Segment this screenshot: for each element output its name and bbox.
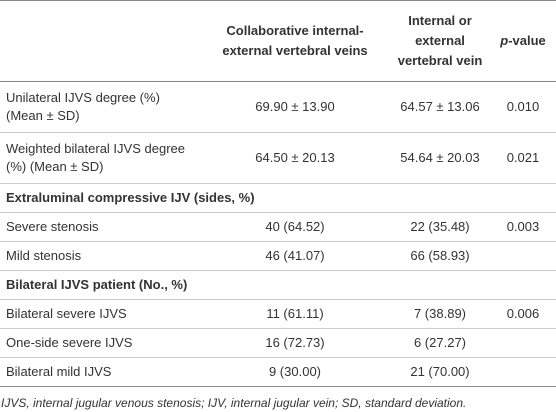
header-cell: Collaborative internal-external vertebra… [200,0,390,82]
header-cell: Internal or external vertebral vein [390,0,490,82]
table-cell: 9 (30.00) [268,364,322,379]
table-cell: 54.64 ± 20.03 [390,132,490,184]
table-cell: 6 (27.27) [390,328,490,358]
table-cell: 0.010 [490,81,556,133]
table-row: Weighted bilateral IJVS degree (%) (Mean… [0,132,556,184]
row-label: Bilateral severe IJVS [0,299,200,329]
table-cell: 0.006 [490,299,556,329]
table-cell: 16 (72.73) [200,328,390,358]
empty-cell [490,241,556,271]
table-cell: 0.021 [490,132,556,184]
table-cell: 46 (41.07) [200,241,390,271]
table-cell: 11 (61.11) [200,299,390,329]
header-italic: p [500,33,509,48]
footnote: IJVS, internal jugular venous stenosis; … [1,396,467,410]
table-row: Unilateral IJVS degree (%) (Mean ± SD) 69… [0,81,556,133]
table-cell: 0.003 [490,212,556,242]
table-row: Extraluminal compressive IJV (sides, %) [0,183,556,213]
data-table: Collaborative internal-external vertebra… [0,0,556,387]
table-body: Unilateral IJVS degree (%) (Mean ± SD) 69… [0,81,556,387]
header-empty [0,0,200,82]
section-header: Bilateral IJVS patient (No., %) [0,270,556,300]
row-label: Mild stenosis [0,241,200,271]
header-row: Collaborative internal-external vertebra… [0,0,556,82]
row-label: Unilateral IJVS degree (%) (Mean ± SD) [0,81,200,133]
table-cell: 69.90 ± 13.90 [200,81,390,133]
table-row: One-side severe IJVS 16 (72.73) 6 (27.27) [0,328,556,358]
row-label: One-side severe IJVS [0,328,200,358]
row-label: Bilateral mild IJVS [6,364,112,379]
table-row: Bilateral mild IJVS 9 (30.00) 21 (70.00) [0,358,556,387]
table-cell: 64.57 ± 13.06 [390,81,490,133]
row-label: Severe stenosis [0,212,200,242]
empty-cell [490,328,556,358]
table-cell: 21 (70.00) [410,364,470,379]
header-text: -value [508,33,546,48]
table-row: Bilateral IJVS patient (No., %) [0,270,556,300]
table-row: Severe stenosis 40 (64.52) 22 (35.48) 0.003 [0,212,556,242]
header-cell: p-value [490,0,556,82]
table-row: Bilateral severe IJVS 11 (61.11) 7 (38.89)… [0,299,556,329]
row-label: Weighted bilateral IJVS degree (%) (Mean… [0,132,200,184]
section-header: Extraluminal compressive IJV (sides, %) [0,183,556,213]
table-row: Mild stenosis 46 (41.07) 66 (58.93) [0,241,556,271]
table-cell: 7 (38.89) [390,299,490,329]
empty-cell [490,358,556,387]
table-cell: 64.50 ± 20.13 [200,132,390,184]
table-cell: 40 (64.52) [200,212,390,242]
table-cell: 22 (35.48) [390,212,490,242]
table-cell: 66 (58.93) [390,241,490,271]
